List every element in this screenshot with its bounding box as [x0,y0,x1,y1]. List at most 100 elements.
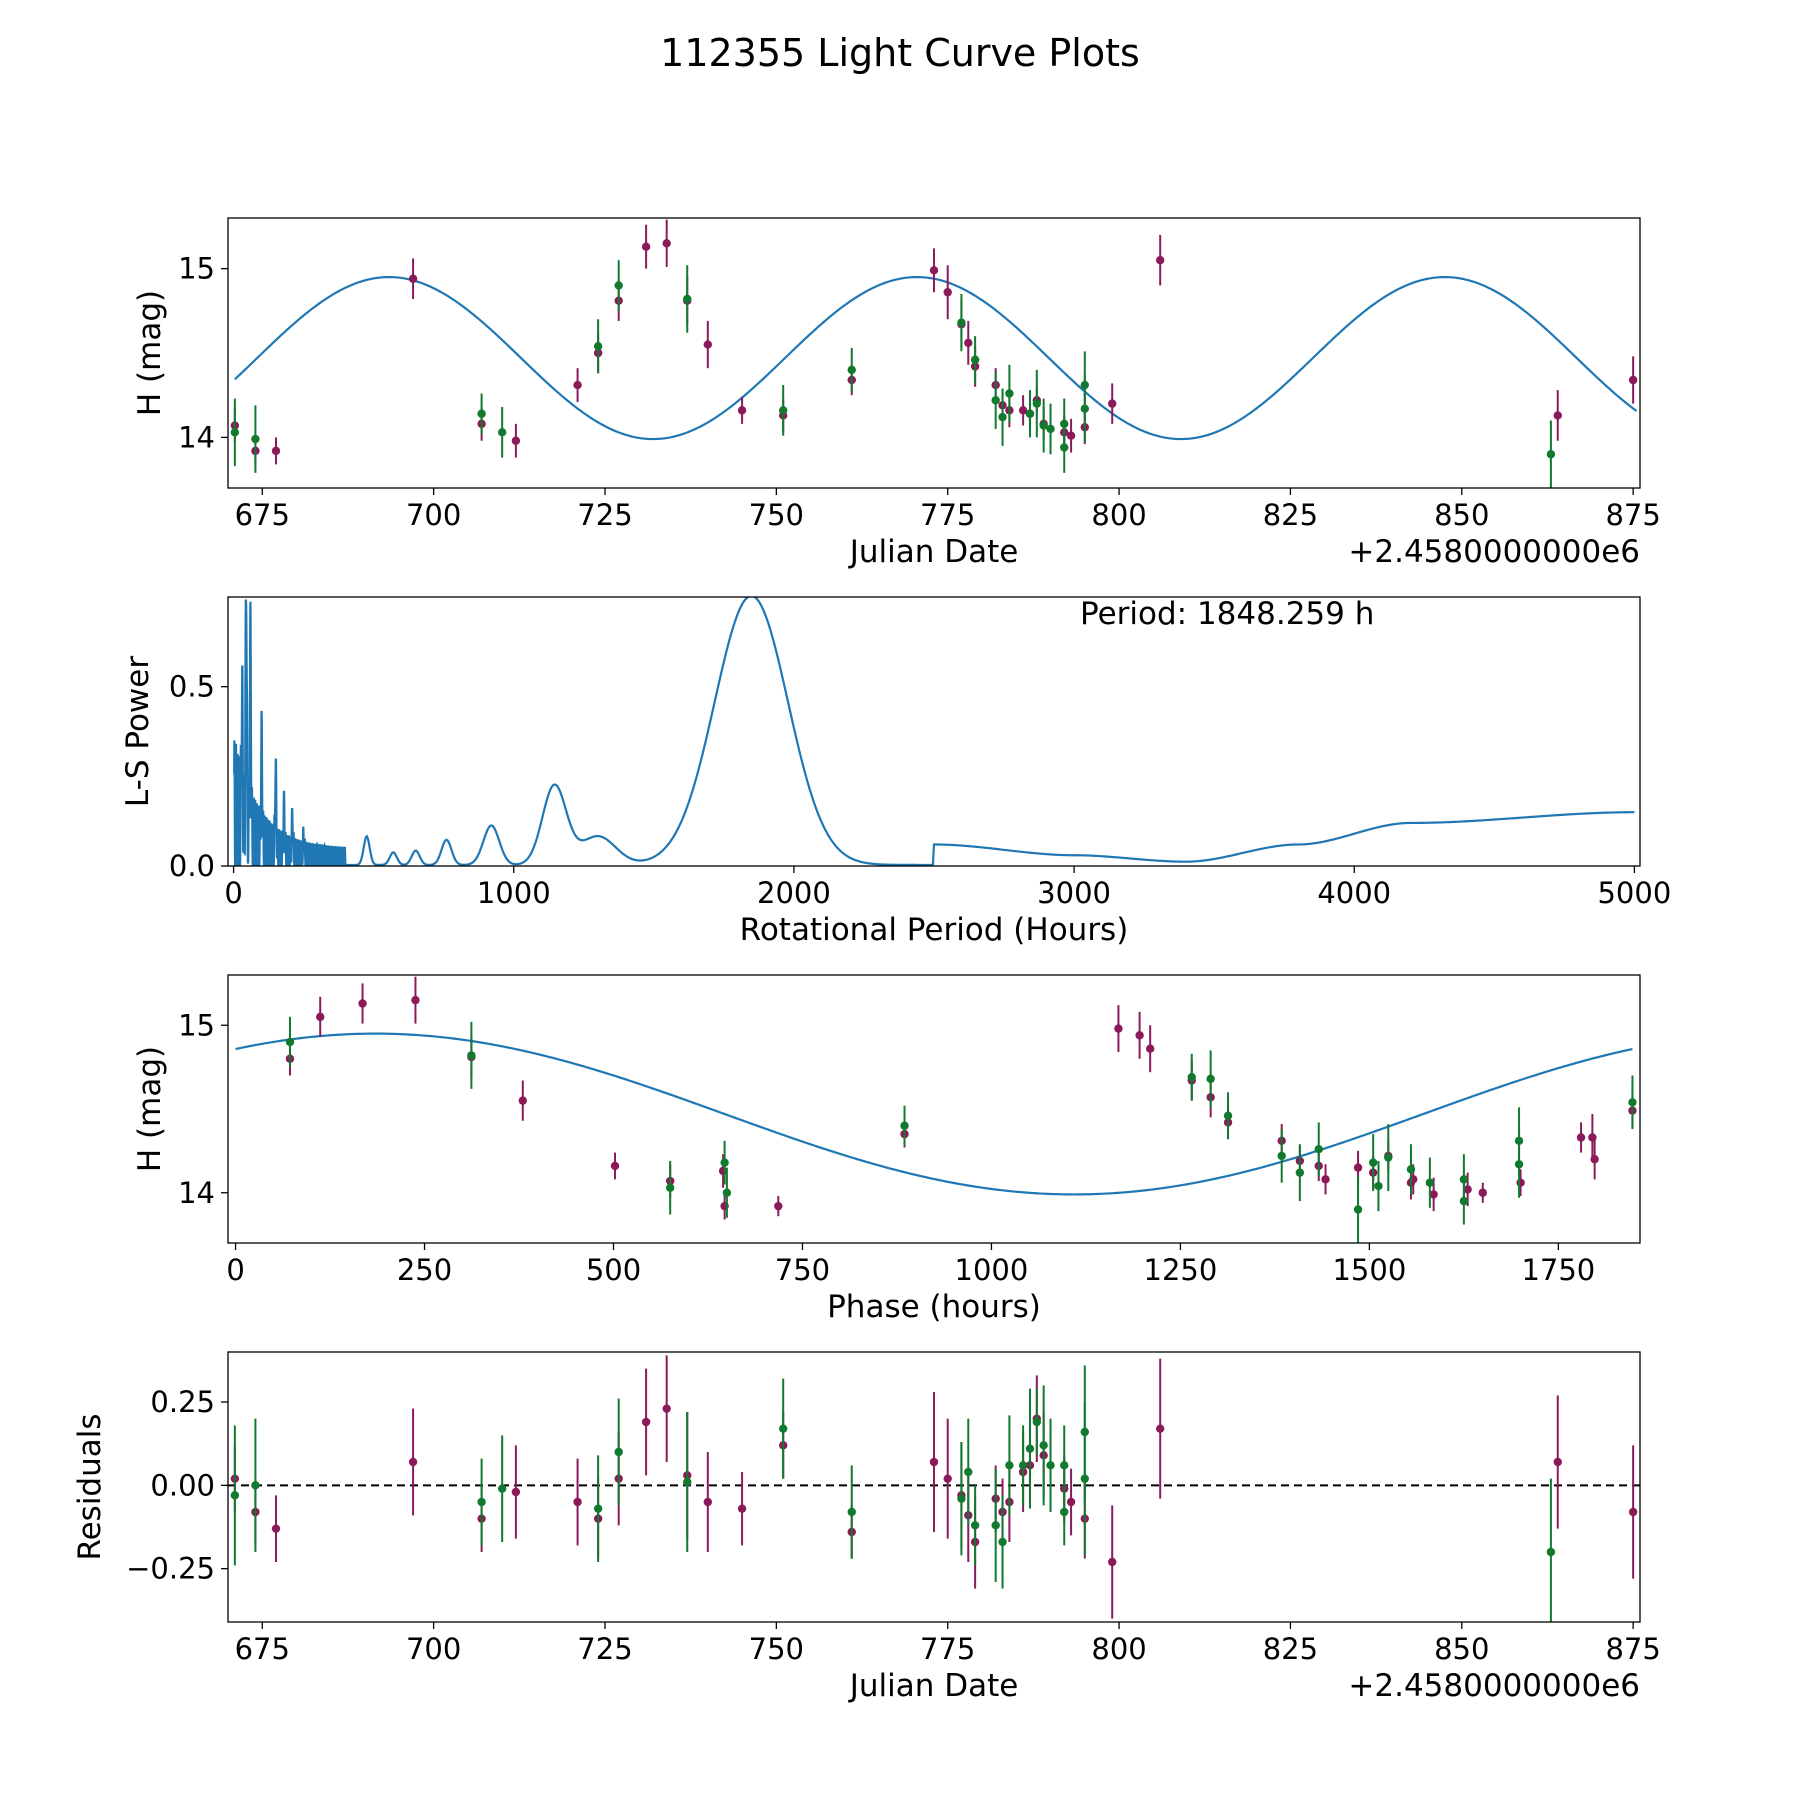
data-point [991,1521,1000,1530]
data-point [1628,1507,1638,1517]
data-point [641,242,651,251]
data-point [1039,421,1048,430]
data-point [610,1161,620,1171]
periodogram-y-axis-label: L-S Power [120,656,156,807]
data-point [1080,1474,1089,1483]
lightcurve-offset-text: +2.4580000000e6 [1348,534,1640,570]
x-tick-label: 875 [1605,1632,1660,1666]
data-point [511,436,521,445]
y-tick-label: 14 [178,420,215,454]
lightcurve-model-curve [234,275,1638,441]
data-point [1108,399,1117,408]
x-tick-label: 800 [1091,498,1146,532]
y-tick-label: 14 [178,1176,215,1210]
data-point [358,999,367,1008]
data-point [593,1504,603,1513]
data-point [970,355,980,364]
phased-panel: 0 250 500 750 1000 1250 1500 1750 14 15 Phase (hou… [132,974,1641,1325]
residuals-axes-frame [227,1351,1641,1623]
x-tick-label: 850 [1434,1632,1489,1666]
data-point [1463,1185,1472,1194]
data-point [722,1188,732,1197]
y-tick-label: 15 [178,1008,215,1042]
residuals-y-axis-label: Residuals [72,1413,108,1560]
periodogram-line [233,597,1635,866]
data-point [998,1537,1007,1547]
data-point [1005,1461,1014,1470]
data-point [779,406,788,415]
data-point [943,288,952,297]
data-point [1478,1188,1487,1197]
data-point [1066,1497,1076,1507]
data-point [614,281,623,290]
x-tick-label: 0 [226,1253,244,1287]
data-point [1206,1074,1215,1084]
data-point [1032,1417,1042,1427]
residuals-series-filter_a [230,1355,1638,1619]
x-tick-label: 825 [1263,498,1318,532]
data-point [998,412,1007,422]
data-point [497,1484,507,1493]
phased-model-curve [235,1032,1633,1196]
data-point [1018,406,1028,415]
data-point [1114,1024,1123,1033]
phased-series-filter_b [285,1016,1637,1243]
data-point [477,1497,486,1507]
lightcurve-plot-area [230,219,1638,488]
data-point [1108,1557,1117,1567]
data-point [1155,1424,1165,1433]
phased-plot-area [235,976,1637,1243]
data-point [737,1504,747,1513]
data-point [847,365,856,375]
phased-axes-frame [227,974,1641,1244]
x-tick-label: 675 [235,1632,290,1666]
data-point [1046,424,1055,434]
data-point [1374,1181,1383,1191]
x-tick-label: 675 [235,498,290,532]
data-point [1628,375,1638,385]
data-point [641,1417,651,1427]
x-tick-label: 5000 [1597,876,1671,910]
data-point [929,1457,939,1467]
data-point [251,1481,260,1490]
data-point [943,1474,952,1483]
periodogram-plot-area [233,597,1635,866]
data-point [573,380,582,390]
data-point [964,1467,973,1477]
data-point [1295,1168,1305,1177]
x-tick-label: 250 [397,1253,452,1287]
data-point [1516,1178,1525,1187]
data-point [720,1158,729,1167]
data-point [1425,1178,1435,1187]
data-point [1553,411,1562,420]
data-point [1459,1196,1469,1206]
data-point [1314,1145,1323,1154]
x-tick-label: 700 [406,498,461,532]
residuals-plot-area [228,1355,1640,1622]
data-point [929,266,939,275]
data-point [1353,1163,1363,1172]
data-point [477,409,486,418]
x-tick-label: 700 [406,1632,461,1666]
data-point [1032,399,1042,408]
x-tick-label: 875 [1605,498,1660,532]
y-tick-label: 0.0 [169,849,215,883]
lightcurve-y-axis-label: H (mag) [132,290,168,416]
residuals-panel: 675 700 725 750 775 800 825 850 875 0.25 0.00 −0.25… [72,1351,1661,1704]
x-tick-label: 500 [586,1253,641,1287]
x-tick-label: 0 [224,876,242,910]
data-point [1187,1072,1196,1082]
data-point [1039,1441,1048,1450]
lightcurve-axes-frame [227,217,1641,489]
data-point [251,434,260,444]
data-point [1368,1158,1378,1167]
data-point [408,1457,418,1467]
data-point [1005,389,1014,398]
data-point [662,239,671,248]
x-tick-label: 725 [577,498,632,532]
x-tick-label: 775 [920,1632,975,1666]
data-point [900,1121,909,1130]
x-tick-label: 750 [775,1253,830,1287]
